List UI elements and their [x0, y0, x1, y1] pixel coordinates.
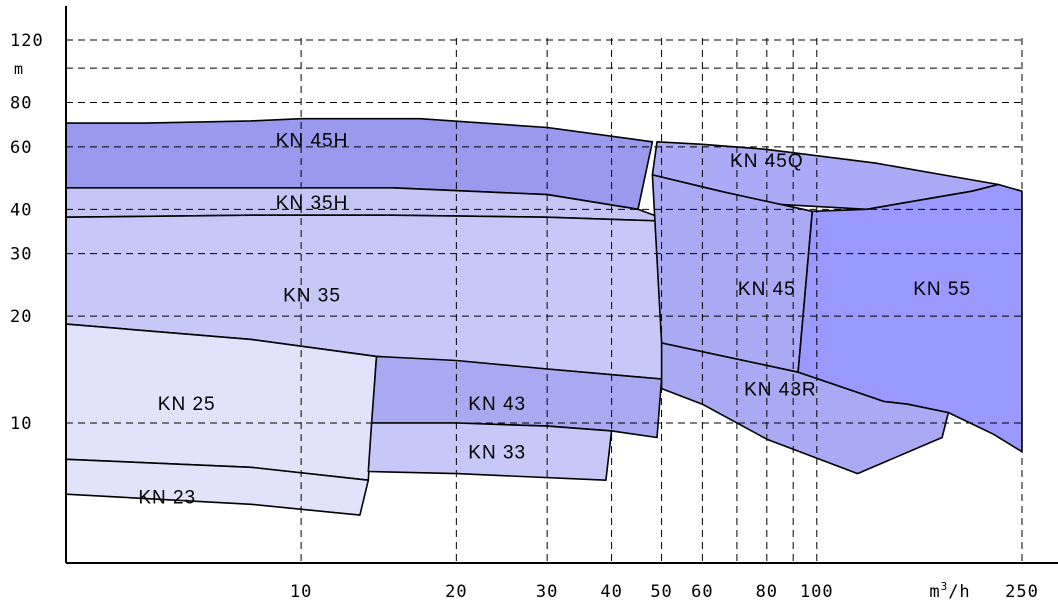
region-label-kn-25: KN 25 — [158, 394, 216, 415]
region-kn-33 — [367, 422, 613, 482]
region-label-kn-33: KN 33 — [468, 443, 526, 464]
region-label-kn-35h: KN 35H — [276, 193, 349, 214]
region-label-kn-23: KN 23 — [138, 488, 196, 509]
region-label-kn-43r: KN 43R — [744, 380, 817, 401]
y-tick-label: 120 — [10, 31, 44, 51]
y-tick-label: 30 — [10, 245, 32, 265]
region-label-kn-55: KN 55 — [913, 279, 971, 300]
y-tick-label: 80 — [10, 93, 32, 113]
tick-labels-layer: 10 20 30 40 50 60 80 100 250 10 20 30 40 60 80 120 — [10, 31, 1039, 602]
regions-layer — [65, 117, 1023, 516]
region-labels-layer: KN 45H KN 35H KN 35 KN 25 KN 23 KN 43 KN 33 KN … — [138, 130, 971, 509]
x-tick-label: 40 — [600, 582, 622, 602]
x-tick-label: 60 — [691, 582, 713, 602]
y-unit-label: m — [14, 60, 23, 78]
region-label-kn-45h: KN 45H — [276, 130, 349, 151]
y-tick-label: 20 — [10, 307, 32, 327]
region-label-kn-45: KN 45 — [738, 279, 796, 300]
y-tick-label: 40 — [10, 200, 32, 220]
x-tick-label: 80 — [756, 582, 778, 602]
x-tick-label: 10 — [290, 582, 312, 602]
region-label-kn-35: KN 35 — [283, 286, 341, 307]
x-tick-label: 250 — [1005, 582, 1039, 602]
x-tick-label: 50 — [650, 582, 672, 602]
x-unit-label: m3/h — [929, 580, 970, 602]
x-tick-label: 30 — [536, 582, 558, 602]
x-tick-label: 100 — [800, 582, 834, 602]
y-tick-label: 10 — [10, 414, 32, 434]
y-tick-label: 60 — [10, 138, 32, 158]
x-tick-label: 20 — [445, 582, 467, 602]
region-label-kn-45q: KN 45Q — [730, 151, 804, 172]
grid-layer — [66, 38, 1023, 563]
region-label-kn-43: KN 43 — [468, 394, 526, 415]
axes-layer — [65, 6, 1058, 564]
region-kn-43r — [660, 342, 950, 475]
